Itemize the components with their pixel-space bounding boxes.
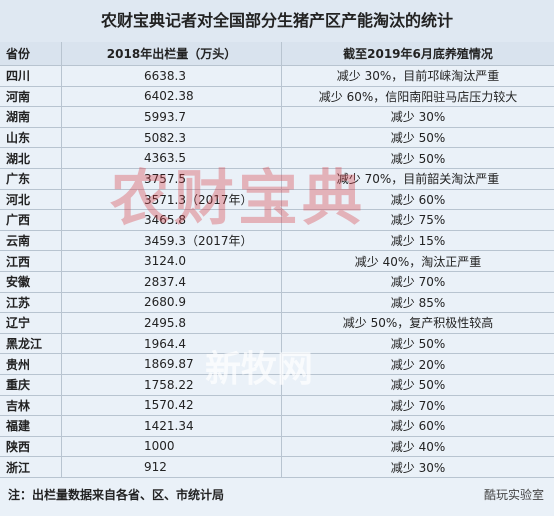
table-cell: 减少 60% xyxy=(390,192,446,207)
table-cell: 4363.5 xyxy=(62,148,282,168)
table-row: 黑龙江 1964.4 减少 50% xyxy=(0,333,554,355)
table-row: 广西 3465.8 减少 75% xyxy=(0,210,554,231)
table-cell: 贵州 xyxy=(0,354,62,374)
table-cell: 1758.22 xyxy=(62,374,282,395)
table: 省份 2018年出栏量（万头） 截至2019年6月底养殖情况四川 6638.3 减少 3… xyxy=(0,42,554,478)
table-cell: 减少 60% xyxy=(390,419,446,434)
table-cell: 浙江 xyxy=(0,457,62,477)
header-cell: 2018年出栏量（万头） xyxy=(62,42,282,65)
table-row: 河南 6402.38 减少 60%，信阳南阳驻马店压力较大 xyxy=(0,86,554,108)
table-title: 农财宝典记者对全国部分生猪产区产能淘汰的统计 xyxy=(0,0,554,43)
table-cell: 1964.4 xyxy=(62,333,282,354)
table-cell: 3124.0 xyxy=(62,251,282,271)
table-row: 云南 3459.3（2017年） 减少 15% xyxy=(0,230,554,252)
table-cell: 减少 20% xyxy=(390,357,446,372)
table-cell: 重庆 xyxy=(0,374,62,395)
table-cell: 1421.34 xyxy=(62,416,282,436)
table-cell: 减少 40% xyxy=(390,439,446,454)
table-cell: 5993.7 xyxy=(62,107,282,127)
table-cell: 减少 15% xyxy=(390,234,446,249)
table-cell: 3465.8 xyxy=(62,210,282,230)
table-cell: 减少 60%，信阳南阳驻马店压力较大 xyxy=(318,89,518,104)
table-cell: 减少 50% xyxy=(390,378,446,393)
table-cell: 减少 85% xyxy=(390,295,446,310)
table-row: 安徽 2837.4 减少 70% xyxy=(0,271,554,293)
table-cell: 2495.8 xyxy=(62,313,282,333)
table-row: 湖北 4363.5 减少 50% xyxy=(0,148,554,169)
table-row: 江苏 2680.9 减少 85% xyxy=(0,292,554,314)
table-cell: 2837.4 xyxy=(62,271,282,292)
footnote: 注：出栏量数据来自各省、区、市统计局 xyxy=(8,488,225,502)
table-cell: 黑龙江 xyxy=(0,333,62,354)
table-cell: 5082.3 xyxy=(62,127,282,148)
table-cell: 1000 xyxy=(62,436,282,457)
table-row: 江西 3124.0 减少 40%，淘汰正严重 xyxy=(0,251,554,272)
table-cell: 减少 50%，复产积极性较高 xyxy=(342,316,494,331)
table-row: 福建 1421.34 减少 60% xyxy=(0,416,554,437)
table-cell: 3571.3（2017年） xyxy=(62,189,282,210)
table-cell: 3459.3（2017年） xyxy=(62,230,282,251)
table-row: 浙江 912 减少 30% xyxy=(0,457,554,478)
table-row: 贵州 1869.87 减少 20% xyxy=(0,354,554,375)
table-cell: 912 xyxy=(62,457,282,477)
table-cell: 减少 50% xyxy=(390,131,446,146)
table-cell: 减少 30%，目前邛崃淘汰严重 xyxy=(336,69,500,84)
header-cell: 省份 xyxy=(0,42,62,65)
table-cell: 1869.87 xyxy=(62,354,282,374)
table-row: 吉林 1570.42 减少 70% xyxy=(0,395,554,417)
table-cell: 减少 70% xyxy=(390,275,446,290)
table-cell: 减少 75% xyxy=(390,213,446,228)
table-cell: 减少 30% xyxy=(390,460,446,475)
table-cell: 安徽 xyxy=(0,271,62,292)
table-cell: 福建 xyxy=(0,416,62,436)
table-cell: 减少 70% xyxy=(390,398,446,413)
table-row: 河北 3571.3（2017年） 减少 60% xyxy=(0,189,554,211)
table-cell: 湖南 xyxy=(0,107,62,127)
table-cell: 河南 xyxy=(0,86,62,107)
table-cell: 吉林 xyxy=(0,395,62,416)
table-cell: 减少 40%，淘汰正严重 xyxy=(354,254,482,269)
table-cell: 减少 30% xyxy=(390,110,446,125)
table-cell: 6638.3 xyxy=(62,66,282,86)
table-cell: 江西 xyxy=(0,251,62,271)
table-row: 山东 5082.3 减少 50% xyxy=(0,127,554,149)
logo: 酷玩实验室 xyxy=(483,488,544,502)
table-cell: 减少 50% xyxy=(390,337,446,352)
table-cell: 6402.38 xyxy=(62,86,282,107)
table-row: 重庆 1758.22 减少 50% xyxy=(0,374,554,396)
table-row: 湖南 5993.7 减少 30% xyxy=(0,107,554,128)
table-cell: 减少 50% xyxy=(390,151,446,166)
table-cell: 陕西 xyxy=(0,436,62,457)
table-row: 辽宁 2495.8 减少 50%，复产积极性较高 xyxy=(0,313,554,334)
table-cell: 减少 70%，目前韶关淘汰严重 xyxy=(336,172,500,187)
table-cell: 湖北 xyxy=(0,148,62,168)
header-cell: 截至2019年6月底养殖情况 xyxy=(343,47,493,61)
table-cell: 云南 xyxy=(0,230,62,251)
table-cell: 1570.42 xyxy=(62,395,282,416)
table-cell: 四川 xyxy=(0,66,62,86)
table-row: 四川 6638.3 减少 30%，目前邛崃淘汰严重 xyxy=(0,66,554,87)
table-cell: 河北 xyxy=(0,189,62,210)
table-cell: 山东 xyxy=(0,127,62,148)
table-cell: 广西 xyxy=(0,210,62,230)
table-cell: 3757.5 xyxy=(62,168,282,189)
table-row: 陕西 1000 减少 40% xyxy=(0,436,554,458)
header-row: 省份 2018年出栏量（万头） 截至2019年6月底养殖情况 xyxy=(0,42,554,66)
table-cell: 辽宁 xyxy=(0,313,62,333)
table-cell: 2680.9 xyxy=(62,292,282,313)
table-row: 广东 3757.5 减少 70%，目前韶关淘汰严重 xyxy=(0,168,554,190)
table-cell: 江苏 xyxy=(0,292,62,313)
table-cell: 广东 xyxy=(0,168,62,189)
